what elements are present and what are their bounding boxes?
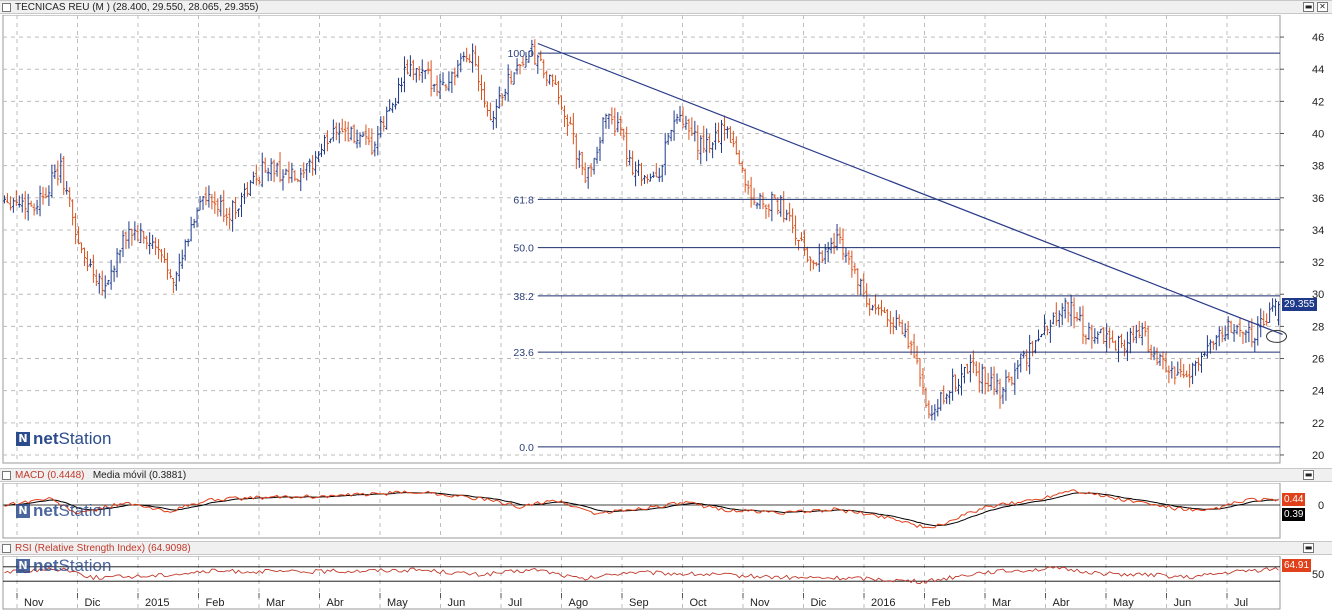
x-tick-label: Dic [85, 597, 101, 609]
x-tick-label: Nov [24, 597, 44, 609]
macd-series-line [4, 489, 1279, 529]
signal-value-tag: 0.39 [1282, 508, 1306, 521]
fib-level-label: 0.0 [519, 442, 534, 454]
y-tick-label: 38 [1312, 161, 1324, 173]
fib-level-label: 50.0 [513, 243, 534, 255]
x-tick-label: Mar [266, 597, 285, 609]
rsi-panel-titlebar: RSI (Relative Strength Index) (64.9098) … [0, 541, 1332, 555]
x-tick-label: Feb [932, 597, 951, 609]
y-tick-label: 34 [1312, 225, 1324, 237]
main-panel-titlebar: TECNICAS REU (M ) (28.400, 29.550, 28.06… [0, 0, 1332, 14]
plot-area [2, 15, 1281, 464]
x-tick-label: Dic [811, 597, 827, 609]
macd-panel-caption: MACD (0.4448) Media móvil (0.3881) [2, 469, 186, 482]
rsi-chart[interactable]: 50 Nov Dic 2015 Feb Mar Abr May Jun Jul Ago Sep Oct N… [0, 556, 1332, 610]
x-tick-label: Abr [1053, 597, 1070, 609]
macd-netstation-watermark: N netStation [16, 501, 111, 521]
macd-ma-caption-text: Media móvil (0.3881) [92, 470, 187, 481]
fib-level-label: 61.8 [513, 194, 534, 206]
x-tick-label: Jun [1174, 597, 1192, 609]
x-tick-label: Jun [448, 597, 466, 609]
minimize-panel-button[interactable]: ▬ [1303, 2, 1314, 12]
y-tick-label: 46 [1312, 32, 1324, 44]
rsi-caption-text: RSI (Relative Strength Index) (64.9098) [15, 543, 191, 554]
main-panel-caption-text: TECNICAS REU (M ) (28.400, 29.550, 28.06… [15, 2, 259, 13]
minimize-macd-button[interactable]: ▬ [1303, 470, 1314, 480]
x-tick-label: Mar [992, 597, 1011, 609]
minimize-rsi-button[interactable]: ▬ [1303, 543, 1314, 553]
macd-value-tag: 0.44 [1282, 493, 1306, 506]
rsi-panel-caption: RSI (Relative Strength Index) (64.9098) [2, 542, 191, 555]
close-panel-button[interactable]: ✕ [1317, 2, 1328, 12]
watermark-station: Station [58, 501, 112, 520]
rsi-series-line [4, 565, 1279, 585]
x-tick-label: May [1113, 597, 1134, 609]
signal-series-line [4, 492, 1279, 527]
watermark-station: Station [58, 429, 112, 448]
watermark-station: Station [58, 556, 112, 575]
y-tick-label: 24 [1312, 386, 1324, 398]
x-tick-label: Jul [1234, 597, 1248, 609]
x-tick-label: Feb [206, 597, 225, 609]
y-tick-label: 28 [1312, 321, 1324, 333]
netstation-logo-icon: N [16, 432, 30, 446]
panel-toggle-icon[interactable] [2, 2, 11, 12]
panel-toggle-icon[interactable] [2, 543, 11, 553]
breakout-circle [1266, 329, 1288, 343]
fib-level-label: 38.2 [513, 291, 534, 303]
main-panel-caption: TECNICAS REU (M ) (28.400, 29.550, 28.06… [2, 1, 258, 14]
x-tick-label: Jul [508, 597, 522, 609]
price-chart[interactable]: 2022242628303234363840424446100.061.850.… [0, 15, 1332, 464]
x-tick-label: May [387, 597, 408, 609]
panel-toggle-icon[interactable] [2, 470, 11, 480]
watermark-net: net [33, 429, 59, 448]
trend-line [537, 42, 1283, 335]
macd-chart[interactable]: 0 [0, 483, 1332, 539]
watermark-net: net [33, 501, 59, 520]
netstation-logo-icon: N [16, 559, 30, 573]
y-tick-label: 22 [1312, 418, 1324, 430]
fib-level-label: 100.0 [508, 48, 534, 60]
rsi-netstation-watermark: N netStation [16, 556, 111, 576]
x-tick-label: Abr [327, 597, 344, 609]
rsi-value-tag: 64.91 [1282, 559, 1312, 572]
x-tick-label: 2015 [145, 597, 169, 609]
x-tick-label: Nov [750, 597, 770, 609]
macd-caption-text: MACD (0.4448) [15, 470, 85, 481]
netstation-logo-icon: N [16, 504, 30, 518]
macd-plot-area [2, 483, 1281, 539]
rsi-axis-label: 50 [1312, 569, 1324, 581]
macd-axis-label: 0 [1318, 500, 1324, 512]
x-tick-label: 2016 [871, 597, 895, 609]
y-tick-label: 44 [1312, 64, 1324, 76]
x-tick-label: Sep [629, 597, 649, 609]
netstation-watermark: N netStation [16, 429, 111, 449]
x-tick-label: Oct [690, 597, 707, 609]
rsi-plot-area [2, 556, 1281, 610]
y-tick-label: 20 [1312, 450, 1324, 462]
y-tick-label: 36 [1312, 193, 1324, 205]
macd-panel-titlebar: MACD (0.4448) Media móvil (0.3881) ▬ [0, 468, 1332, 482]
x-tick-label: Ago [569, 597, 589, 609]
watermark-net: net [33, 556, 59, 575]
fib-level-label: 23.6 [513, 347, 534, 359]
y-tick-label: 26 [1312, 354, 1324, 366]
y-tick-label: 32 [1312, 257, 1324, 269]
y-tick-label: 40 [1312, 129, 1324, 141]
last-price-tag: 29.355 [1282, 297, 1317, 311]
y-tick-label: 42 [1312, 96, 1324, 108]
